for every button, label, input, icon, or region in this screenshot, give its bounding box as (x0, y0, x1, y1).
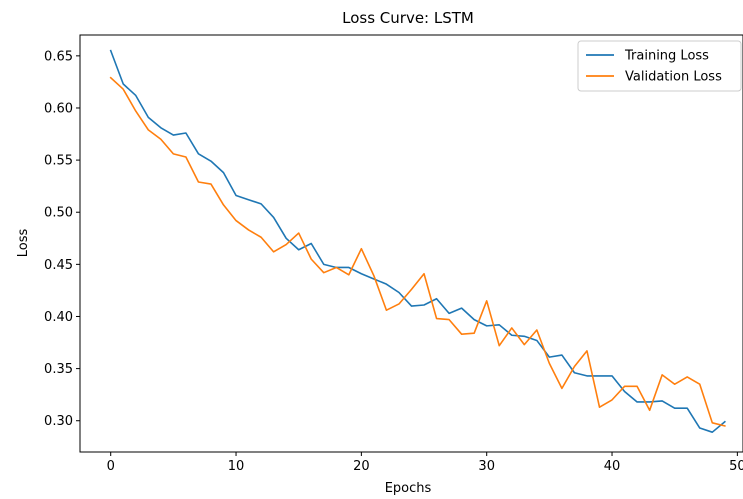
x-tick-label: 40 (604, 459, 621, 474)
y-tick-label: 0.65 (44, 49, 73, 64)
y-tick-label: 0.35 (44, 362, 73, 377)
x-tick-label: 30 (478, 459, 495, 474)
x-tick-label: 50 (729, 459, 743, 474)
series-line-training-loss (109, 49, 726, 433)
y-axis-label: Loss (16, 229, 31, 258)
legend: Training Loss Validation Loss (577, 40, 742, 92)
y-tick-label: 0.45 (44, 258, 73, 273)
legend-label-training-loss: Training Loss (624, 49, 709, 64)
legend-label-validation-loss: Validation Loss (625, 70, 722, 85)
series-line-validation-loss (109, 76, 726, 427)
x-tick-label: 0 (107, 459, 115, 474)
x-axis-label: Epochs (385, 481, 432, 496)
y-tick-label: 0.50 (44, 206, 73, 221)
y-tick-label: 0.40 (44, 310, 73, 325)
y-tick-label: 0.55 (44, 154, 73, 169)
y-tick-label: 0.30 (44, 414, 73, 429)
x-tick-label: 10 (228, 459, 245, 474)
y-tick-label: 0.60 (44, 101, 73, 116)
x-tick-label: 20 (353, 459, 370, 474)
plot-frame (79, 34, 743, 453)
chart-title: Loss Curve: LSTM (342, 9, 474, 27)
legend-box (577, 40, 742, 92)
